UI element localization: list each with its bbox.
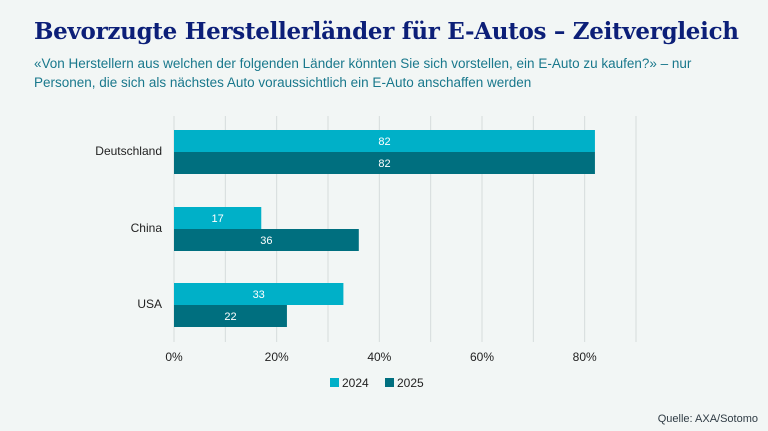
chart-subtitle: «Von Herstellern aus welchen der folgend… bbox=[34, 56, 692, 90]
bar-value-label: 33 bbox=[253, 289, 265, 301]
category-label: China bbox=[131, 221, 163, 235]
legend-swatch bbox=[330, 378, 339, 387]
legend-label: 2024 bbox=[342, 376, 369, 390]
x-tick-label: 60% bbox=[470, 350, 494, 364]
x-tick-label: 40% bbox=[367, 350, 391, 364]
bar bbox=[174, 207, 262, 229]
labels: 0% 20% 40% 60% 80% Deutschland 82 82 China 17 36 US… bbox=[95, 136, 597, 364]
bar bbox=[174, 152, 595, 174]
chart-title: Bevorzugte Herstellerländer für E-Autos … bbox=[34, 18, 739, 45]
bar-value-label: 17 bbox=[212, 213, 224, 225]
category-label: USA bbox=[137, 297, 162, 311]
bar-value-label: 82 bbox=[378, 136, 390, 148]
legend: 2024 2025 bbox=[330, 376, 424, 390]
bar bbox=[174, 305, 287, 327]
bar bbox=[174, 130, 595, 152]
x-tick-label: 0% bbox=[165, 350, 183, 364]
bars bbox=[174, 130, 595, 327]
source-note: Quelle: AXA/Sotomo bbox=[657, 413, 758, 425]
bar-value-label: 36 bbox=[260, 235, 272, 247]
bar-value-label: 82 bbox=[378, 158, 390, 170]
x-tick-label: 20% bbox=[265, 350, 289, 364]
bar bbox=[174, 229, 359, 251]
legend-label: 2025 bbox=[397, 376, 424, 390]
category-label: Deutschland bbox=[95, 144, 162, 158]
legend-swatch bbox=[385, 378, 394, 387]
bar-value-label: 22 bbox=[224, 311, 236, 323]
x-tick-label: 80% bbox=[573, 350, 597, 364]
bar bbox=[174, 283, 344, 305]
